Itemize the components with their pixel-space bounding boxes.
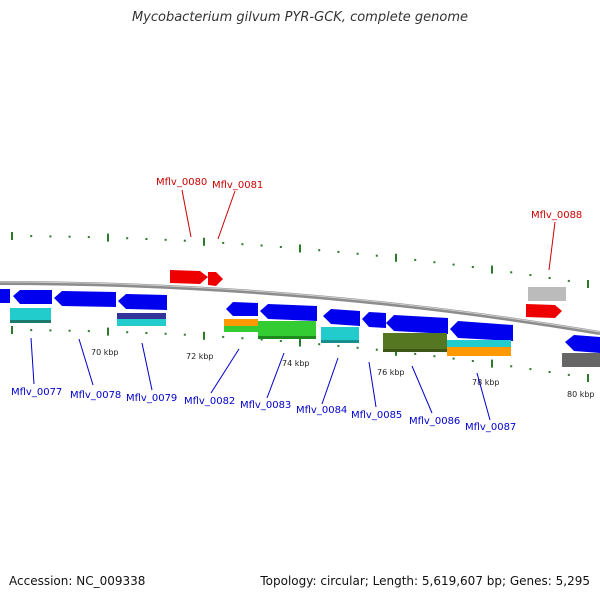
- gene-mflv-0080[interactable]: [170, 270, 208, 284]
- block-green-0083-shadow[interactable]: [258, 336, 316, 339]
- scale-label-74: 74 kbp: [282, 359, 310, 368]
- block-green-0082[interactable]: [224, 326, 258, 332]
- genome-backbone-highlight: [0, 281, 600, 333]
- gene-mflv-0086-arrow[interactable]: [386, 315, 448, 334]
- leader-mflv-0082: [210, 348, 240, 394]
- scale-label-72: 72 kbp: [186, 352, 214, 361]
- label-mflv-0079[interactable]: Mflv_0079: [126, 393, 177, 404]
- leader-mflv-0077: [30, 337, 35, 385]
- gene-mflv-0088[interactable]: [526, 304, 562, 318]
- leader-mflv-0079: [141, 342, 153, 391]
- label-mflv-0083[interactable]: Mflv_0083: [240, 400, 291, 411]
- gene-blue-0085[interactable]: [362, 312, 386, 328]
- block-cyan-0084[interactable]: [321, 327, 359, 340]
- block-cyan-0079[interactable]: [117, 319, 166, 326]
- feature-blocks: [10, 308, 600, 367]
- accession-text: Accession: NC_009338: [9, 574, 146, 588]
- forward-gene-labels: Mflv_0080 Mflv_0081 Mflv_0088: [156, 177, 582, 221]
- block-cyan-0077[interactable]: [10, 308, 51, 320]
- leader-mflv-0084: [321, 357, 339, 405]
- scale-labels: 70 kbp 72 kbp 74 kbp 76 kbp 78 kbp 80 kb…: [91, 348, 595, 399]
- label-mflv-0080[interactable]: Mflv_0080: [156, 177, 207, 188]
- gene-blue-edge-right[interactable]: [565, 335, 600, 353]
- forward-leaders: [181, 189, 556, 271]
- block-grey-edge[interactable]: [562, 353, 600, 367]
- block-green-0083[interactable]: [258, 321, 316, 336]
- leader-mflv-0088: [548, 221, 556, 271]
- leader-mflv-0080: [181, 189, 192, 238]
- gene-mflv-0077-arrow[interactable]: [13, 290, 52, 304]
- genome-backbone: [0, 281, 600, 335]
- leader-mflv-0083: [266, 352, 285, 399]
- gene-blue-0083[interactable]: [260, 304, 317, 321]
- leader-mflv-0086: [411, 365, 433, 414]
- gene-mflv-0087-arrow[interactable]: [450, 321, 513, 341]
- outer-tick-ring: [11, 232, 589, 288]
- scale-label-80: 80 kbp: [567, 390, 595, 399]
- leader-mflv-0078: [78, 338, 94, 386]
- scale-label-76: 76 kbp: [377, 368, 405, 377]
- label-mflv-0078[interactable]: Mflv_0078: [70, 390, 121, 401]
- gene-mflv-0081[interactable]: [208, 272, 223, 286]
- block-cyan-0084-shadow[interactable]: [321, 340, 359, 343]
- leader-mflv-0085: [368, 361, 377, 408]
- gene-blue-0084[interactable]: [323, 309, 360, 326]
- label-mflv-0077[interactable]: Mflv_0077: [11, 387, 62, 398]
- block-cyan-0087[interactable]: [447, 340, 511, 347]
- gene-mflv-0078-arrow[interactable]: [54, 291, 116, 307]
- inner-tick-ring: [11, 326, 589, 382]
- genome-summary-text: Topology: circular; Length: 5,619,607 bp…: [260, 574, 590, 588]
- map-title: Mycobacterium gilvum PYR-GCK, complete g…: [131, 10, 469, 25]
- leader-mflv-0087: [476, 372, 491, 421]
- reverse-gene-labels: Mflv_0077 Mflv_0078 Mflv_0079 Mflv_0082 …: [11, 387, 516, 433]
- scale-label-70: 70 kbp: [91, 348, 119, 357]
- block-orange-0082[interactable]: [224, 319, 258, 326]
- label-mflv-0081[interactable]: Mflv_0081: [212, 180, 263, 191]
- gene-blue-0[interactable]: [0, 289, 10, 303]
- label-mflv-0088[interactable]: Mflv_0088: [531, 210, 582, 221]
- label-mflv-0086[interactable]: Mflv_0086: [409, 416, 460, 427]
- gene-mflv-0079-arrow[interactable]: [118, 294, 167, 310]
- leader-mflv-0081: [217, 190, 236, 240]
- label-mflv-0085[interactable]: Mflv_0085: [351, 410, 402, 421]
- block-olive-0086[interactable]: [383, 333, 447, 349]
- label-mflv-0084[interactable]: Mflv_0084: [296, 405, 347, 416]
- scale-label-78: 78 kbp: [472, 378, 500, 387]
- reverse-genes: [0, 289, 600, 353]
- block-olive-0086-shadow[interactable]: [383, 349, 447, 352]
- gene-blue-0082[interactable]: [226, 302, 258, 316]
- block-orange-0087[interactable]: [447, 347, 511, 356]
- block-green-0077[interactable]: [10, 320, 51, 323]
- label-mflv-0082[interactable]: Mflv_0082: [184, 396, 235, 407]
- forward-genes: [170, 270, 566, 318]
- label-mflv-0087[interactable]: Mflv_0087: [465, 422, 516, 433]
- gene-grey-forward[interactable]: [528, 287, 566, 301]
- reverse-leaders: [30, 337, 491, 421]
- block-navy-0079[interactable]: [117, 313, 166, 319]
